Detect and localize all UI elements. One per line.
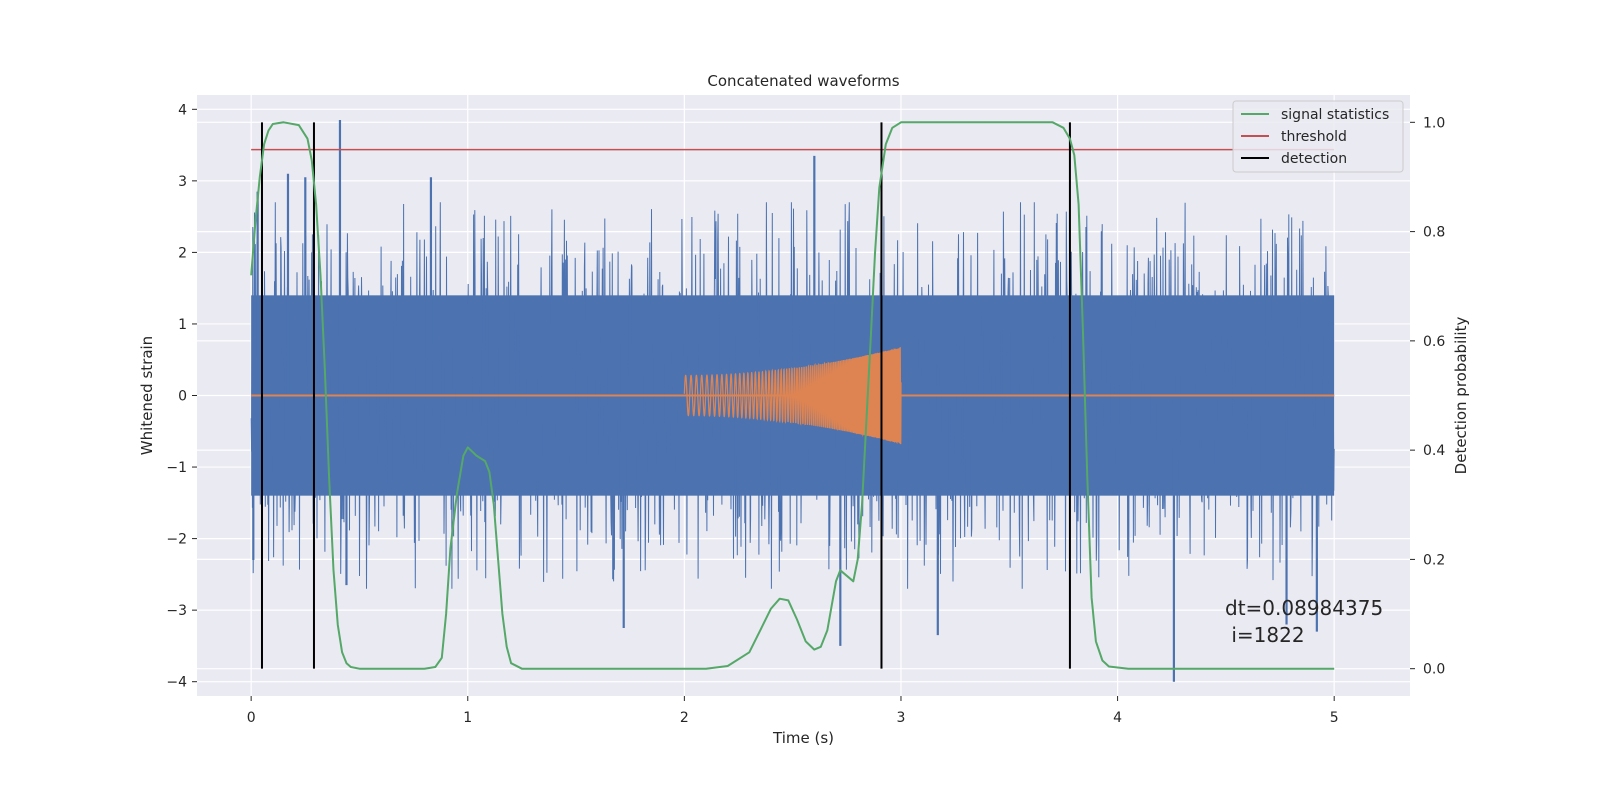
injection-chirp [683,347,902,445]
y-tick-label: 4 [178,102,187,118]
legend-box [1232,100,1404,173]
x-tick-label: 4 [1113,710,1122,726]
y-tick-label: 1 [178,317,187,333]
y-tick-label: −1 [166,460,187,476]
y2-tick-label: 0.8 [1423,225,1445,241]
chart-title: Concatenated waveforms [707,72,899,90]
signal-statistics-line [250,121,1335,670]
legend-entry-threshold: threshold [1241,129,1347,145]
y-axis-label: Whitened strain [138,336,156,455]
y2-tick-label: 0.2 [1423,552,1445,568]
legend-label-signal-statistics: signal statistics [1281,107,1389,123]
legend-entry-signal-statistics: signal statistics [1241,107,1389,123]
legend-label-detection: detection [1281,151,1347,167]
y-tick-label: 3 [178,174,187,190]
y-tick-label: −3 [166,603,187,619]
ticks: 0 1 2 3 4 5 −4 −3 −2 −1 0 1 2 3 4 0.0 0.2 0.4 0.6 0.8 1.0 [166,102,1445,726]
y2-tick-label: 0.6 [1423,334,1445,350]
y2-tick-label: 0.4 [1423,443,1445,459]
annotation-dt: dt=0.08984375 [1225,596,1383,620]
x-tick-label: 2 [680,710,689,726]
y-tick-label: −4 [166,675,187,691]
y2-tick-label: 0.0 [1423,662,1445,678]
injection-series [251,347,1335,445]
x-tick-label: 0 [247,710,256,726]
detection-series [250,121,1335,670]
x-axis-label: Time (s) [772,729,834,747]
y2-tick-label: 1.0 [1423,115,1445,131]
x-tick-label: 1 [463,710,472,726]
y-tick-label: 0 [178,389,187,405]
y-tick-label: −2 [166,532,187,548]
y-tick-label: 2 [178,245,187,261]
legend: signal statistics threshold detection [1232,100,1404,173]
x-tick-label: 5 [1330,710,1339,726]
y2-axis-label: Detection probability [1452,317,1470,475]
annotation-index: i=1822 [1225,623,1305,647]
x-tick-label: 3 [897,710,906,726]
legend-label-threshold: threshold [1281,129,1347,145]
legend-entry-detection: detection [1241,151,1347,167]
